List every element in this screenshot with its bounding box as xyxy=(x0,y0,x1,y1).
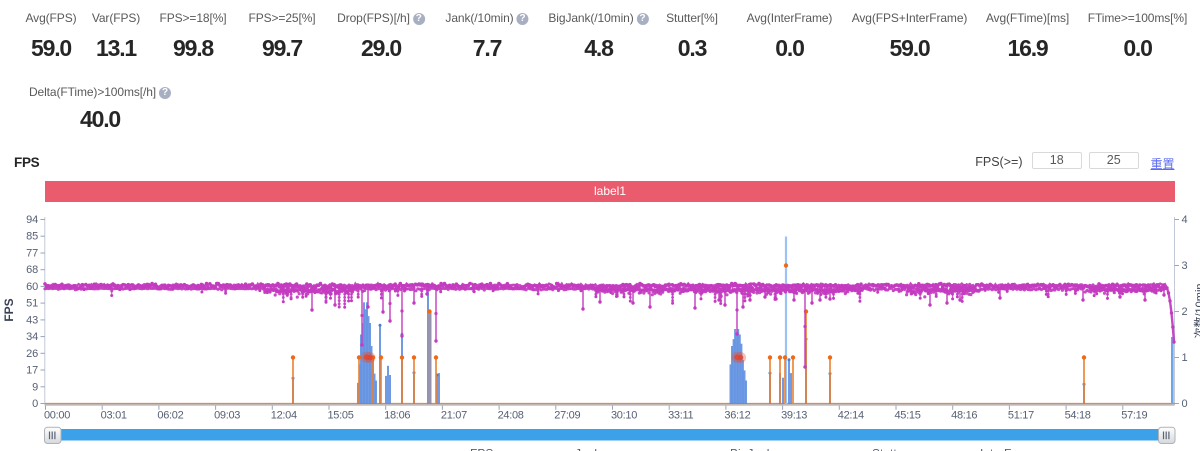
svg-text:BigJank: BigJank xyxy=(730,447,774,451)
svg-text:77: 77 xyxy=(26,248,38,260)
svg-text:03:01: 03:01 xyxy=(101,410,127,422)
svg-text:60: 60 xyxy=(26,281,38,293)
svg-text:15:05: 15:05 xyxy=(327,410,353,422)
svg-text:94: 94 xyxy=(26,214,38,226)
svg-text:9: 9 xyxy=(32,381,38,393)
svg-text:0: 0 xyxy=(32,398,38,410)
svg-text:51: 51 xyxy=(26,298,38,310)
svg-text:33:11: 33:11 xyxy=(668,410,693,422)
svg-text:54:18: 54:18 xyxy=(1065,410,1091,422)
svg-text:FPS: FPS xyxy=(470,447,493,451)
svg-text:Stutter: Stutter xyxy=(872,447,907,451)
svg-text:45:15: 45:15 xyxy=(894,410,920,422)
svg-text:85: 85 xyxy=(26,231,38,243)
svg-text:42:14: 42:14 xyxy=(838,410,864,422)
svg-text:57:19: 57:19 xyxy=(1121,410,1147,422)
svg-text:4: 4 xyxy=(1182,214,1188,226)
svg-text:27:09: 27:09 xyxy=(554,410,580,422)
svg-text:00:00: 00:00 xyxy=(44,410,70,422)
svg-text:68: 68 xyxy=(26,264,38,276)
svg-text:Jank: Jank xyxy=(575,447,601,451)
svg-text:06:02: 06:02 xyxy=(157,410,183,422)
svg-text:FPS: FPS xyxy=(2,298,16,321)
svg-text:0: 0 xyxy=(1182,398,1188,410)
svg-text:30:10: 30:10 xyxy=(611,410,637,422)
svg-text:34: 34 xyxy=(26,331,38,343)
svg-text:12:04: 12:04 xyxy=(271,410,297,422)
svg-text:09:03: 09:03 xyxy=(214,410,240,422)
svg-text:18:06: 18:06 xyxy=(384,410,410,422)
svg-text:3: 3 xyxy=(1182,260,1188,272)
svg-text:51:17: 51:17 xyxy=(1008,410,1034,422)
svg-text:26: 26 xyxy=(26,348,38,360)
svg-text:21:07: 21:07 xyxy=(441,410,467,422)
svg-text:2: 2 xyxy=(1182,306,1188,318)
svg-text:1: 1 xyxy=(1182,352,1188,364)
svg-text:24:08: 24:08 xyxy=(498,410,524,422)
svg-text:次数/10min: 次数/10min xyxy=(1192,283,1200,338)
svg-text:InterFrame: InterFrame xyxy=(980,447,1039,451)
svg-text:48:16: 48:16 xyxy=(951,410,977,422)
svg-text:36:12: 36:12 xyxy=(724,410,750,422)
svg-text:17: 17 xyxy=(26,365,38,377)
svg-text:39:13: 39:13 xyxy=(781,410,807,422)
svg-text:43: 43 xyxy=(26,314,38,326)
